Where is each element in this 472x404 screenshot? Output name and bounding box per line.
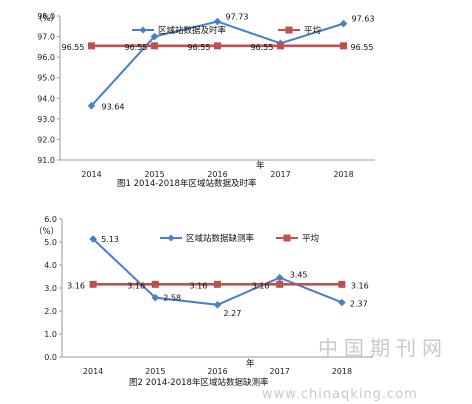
watermark-url: www.chinaqking.com bbox=[262, 387, 418, 402]
legend-label: 区域站数据缺测率 bbox=[186, 233, 255, 244]
x-tick-label: 2017 bbox=[270, 170, 290, 179]
data-label: 96.55 bbox=[351, 43, 374, 52]
data-label: 96.55 bbox=[188, 43, 211, 52]
x-tick-label: 2015 bbox=[145, 367, 165, 376]
watermark-text: 中国期刊网 bbox=[318, 336, 448, 360]
series-average: 3.16 3.16 3.16 3.16 3.16 bbox=[67, 280, 369, 290]
data-label: 3.16 bbox=[252, 281, 270, 290]
data-label: 97.73 bbox=[226, 13, 249, 22]
x-tick-label: 2014 bbox=[81, 170, 101, 179]
data-label: 2.58 bbox=[163, 294, 181, 303]
y-tick-label: 0.0 bbox=[44, 353, 57, 362]
legend-label: 平均 bbox=[304, 25, 321, 36]
series-average: 96.55 96.55 96.55 96.55 96.55 bbox=[62, 42, 374, 52]
y-tick-label: 5.0 bbox=[44, 238, 57, 247]
data-label: 2.37 bbox=[350, 299, 368, 308]
y-axis-unit: （%） bbox=[34, 226, 59, 237]
legend-label: 平均 bbox=[302, 233, 319, 244]
y-tick-label: 94.0 bbox=[37, 94, 55, 103]
x-tick-label: 2014 bbox=[83, 367, 103, 376]
data-point-marker bbox=[276, 280, 284, 288]
data-point-marker bbox=[277, 42, 284, 50]
y-tick-label: 92.0 bbox=[37, 135, 55, 144]
data-label: 96.55 bbox=[251, 43, 274, 52]
legend-marker bbox=[285, 26, 293, 34]
x-axis-label: 年 bbox=[246, 358, 255, 369]
x-axis-label: 年 bbox=[256, 160, 265, 171]
x-tick-label: 2016 bbox=[207, 170, 227, 179]
data-label: 97.63 bbox=[352, 15, 375, 24]
y-tick-label: 91.0 bbox=[37, 156, 55, 165]
y-tick-label: 6.0 bbox=[44, 215, 57, 224]
data-label: 3.16 bbox=[67, 281, 85, 290]
data-label: 96.55 bbox=[62, 43, 85, 52]
x-tick-label: 2018 bbox=[333, 170, 353, 179]
data-point-marker bbox=[89, 235, 97, 243]
data-label: 96.55 bbox=[125, 43, 148, 52]
data-point-marker bbox=[151, 293, 160, 302]
y-axis-unit: （%） bbox=[34, 13, 59, 24]
data-point-marker bbox=[339, 19, 348, 28]
y-tick-label: 2.0 bbox=[44, 307, 57, 316]
data-point-marker bbox=[151, 42, 158, 50]
watermark: 中国期刊网 www.chinaqking.com bbox=[262, 336, 448, 402]
legend-item: 区域站数据及时率 bbox=[132, 25, 227, 36]
series-main: 93.64 97.73 97.63 bbox=[87, 13, 375, 112]
legend-marker bbox=[139, 26, 147, 34]
data-point-marker bbox=[88, 42, 95, 50]
legend-marker bbox=[167, 234, 175, 242]
data-label: 93.64 bbox=[102, 103, 125, 112]
data-point-marker bbox=[87, 101, 96, 110]
data-label: 3.16 bbox=[190, 281, 208, 290]
legend-item: 区域站数据缺测率 bbox=[160, 233, 255, 244]
figure-caption: 图2 2014-2018年区域站数据缺测率 bbox=[129, 377, 269, 388]
y-tick-label: 95.0 bbox=[37, 74, 55, 83]
figure-caption: 图1 2014-2018年区域站数据及时率 bbox=[117, 178, 257, 189]
legend-marker bbox=[283, 234, 291, 242]
series-main: 5.13 2.58 2.27 3.45 2.37 bbox=[89, 235, 368, 318]
legend-item: 平均 bbox=[278, 25, 321, 36]
y-tick-label: 93.0 bbox=[37, 115, 55, 124]
data-point-marker bbox=[214, 280, 221, 288]
x-tick-label: 2016 bbox=[207, 367, 227, 376]
data-point-marker bbox=[275, 273, 284, 282]
data-point-marker bbox=[151, 280, 159, 288]
chart-1: 91.0 92.0 93.0 94.0 95.0 96.0 97.0 98.0 2014 2015… bbox=[34, 12, 375, 189]
data-point-marker bbox=[338, 280, 346, 288]
y-tick-label: 3.0 bbox=[44, 284, 57, 293]
data-point-marker bbox=[213, 17, 222, 26]
chart-2: 0.0 1.0 2.0 3.0 4.0 5.0 6.0 2014 2015 2016 2017 201… bbox=[34, 215, 373, 388]
y-tick-label: 4.0 bbox=[44, 261, 57, 270]
data-label: 3.16 bbox=[127, 281, 145, 290]
x-tick-label: 2018 bbox=[332, 367, 352, 376]
data-label: 3.16 bbox=[351, 281, 369, 290]
data-label: 5.13 bbox=[101, 235, 119, 244]
y-tick-label: 96.0 bbox=[37, 53, 55, 62]
data-label: 2.27 bbox=[224, 309, 242, 318]
y-tick-label: 1.0 bbox=[44, 330, 57, 339]
data-label: 3.45 bbox=[290, 271, 308, 280]
legend-item: 平均 bbox=[276, 233, 319, 244]
data-point-marker bbox=[340, 42, 347, 50]
data-point-marker bbox=[338, 298, 346, 307]
x-tick-label: 2015 bbox=[144, 170, 164, 179]
data-point-marker bbox=[213, 300, 222, 309]
legend-label: 区域站数据及时率 bbox=[158, 25, 227, 36]
y-tick-label: 98.0 bbox=[37, 12, 55, 21]
y-tick-label: 97.0 bbox=[37, 33, 55, 42]
data-point-marker bbox=[150, 32, 159, 41]
data-point-marker bbox=[214, 42, 221, 50]
data-point-marker bbox=[89, 280, 97, 288]
x-tick-label: 2017 bbox=[270, 367, 290, 376]
